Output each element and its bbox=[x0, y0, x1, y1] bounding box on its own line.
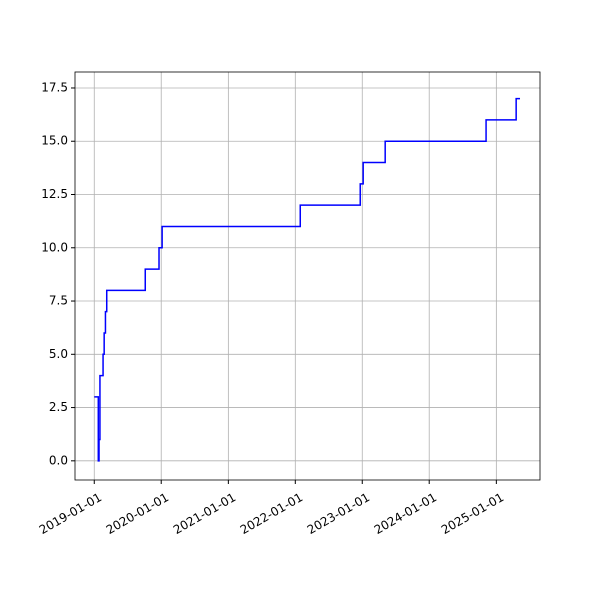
y-tick-label: 12.5 bbox=[41, 187, 68, 201]
y-tick-label: 0.0 bbox=[49, 453, 68, 467]
step-line bbox=[94, 97, 521, 462]
plot-frame bbox=[74, 71, 541, 481]
y-tick-label: 10.0 bbox=[41, 240, 68, 254]
y-tick-label: 7.5 bbox=[49, 294, 68, 308]
y-tick-label: 2.5 bbox=[49, 400, 68, 414]
y-tick-label: 15.0 bbox=[41, 134, 68, 148]
y-tick-label: 5.0 bbox=[49, 347, 68, 361]
y-tick-label: 17.5 bbox=[41, 80, 68, 94]
